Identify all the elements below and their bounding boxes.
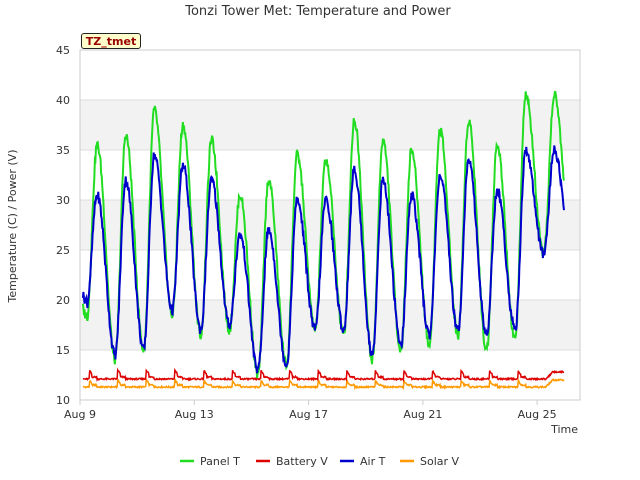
legend-label: Panel T <box>200 455 240 468</box>
series-lines <box>81 90 565 391</box>
x-tick-label: Aug 9 <box>64 408 96 421</box>
y-tick-label: 45 <box>56 44 70 57</box>
x-tick-label: Aug 25 <box>518 408 557 421</box>
y-tick-label: 40 <box>56 94 70 107</box>
x-axis-ticks: Aug 9 Aug 13 Aug 17 Aug 21 Aug 25 <box>64 400 557 421</box>
legend-label: Battery V <box>276 455 328 468</box>
y-axis-label: Temperature (C) / Power (V) <box>6 149 19 303</box>
series-line-air-t <box>81 145 565 374</box>
plot-frame <box>79 49 581 401</box>
y-tick-label: 35 <box>56 144 70 157</box>
y-tick-label: 20 <box>56 294 70 307</box>
y-tick-label: 10 <box>56 394 70 407</box>
y-tick-label: 25 <box>56 244 70 257</box>
station-badge: TZ_tmet <box>81 33 141 49</box>
series-line-panel-t <box>81 90 565 379</box>
x-tick-label: Aug 21 <box>403 408 442 421</box>
legend-label: Solar V <box>420 455 460 468</box>
x-axis-label: Time <box>550 423 578 436</box>
plot-band <box>80 300 580 350</box>
legend-label: Air T <box>360 455 386 468</box>
x-tick-label: Aug 13 <box>175 408 214 421</box>
legend: Panel T Battery V Air T Solar V <box>180 455 460 468</box>
plot-band <box>80 100 580 150</box>
x-tick-label: Aug 17 <box>289 408 328 421</box>
y-tick-label: 30 <box>56 194 70 207</box>
series-line-solar-v <box>82 377 565 391</box>
chart-title: Tonzi Tower Met: Temperature and Power <box>184 4 451 19</box>
y-tick-label: 15 <box>56 344 70 357</box>
series-line-battery-v <box>82 367 565 383</box>
y-axis-ticks: 10 15 20 25 30 35 40 45 <box>56 44 70 407</box>
